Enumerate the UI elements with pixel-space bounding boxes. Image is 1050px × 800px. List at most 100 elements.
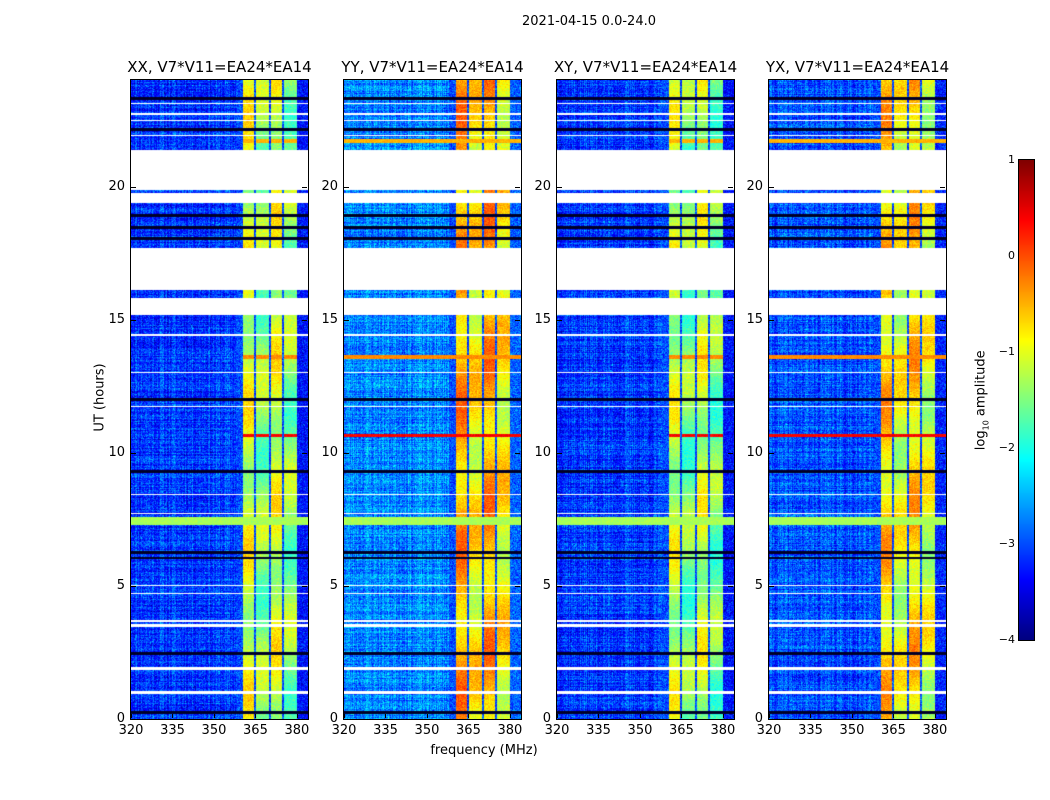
y-tick-mark: [769, 319, 774, 321]
y-tick-mark: [940, 186, 945, 188]
y-tick-mark: [728, 585, 733, 587]
y-tick-mark: [344, 719, 349, 720]
y-tick-label: 5: [542, 577, 551, 593]
panel-3: YX, V7*V11=EA24*EA14 320 335 350 365 380 0 5 10 1…: [746, 58, 949, 738]
x-tick-mark: [722, 714, 724, 718]
y-tick-mark: [728, 186, 733, 188]
y-tick-mark: [728, 452, 733, 454]
y-tick-mark: [131, 452, 136, 454]
x-tick-mark: [639, 714, 641, 718]
x-tick-mark: [344, 714, 345, 718]
waterfall-heatmap: [131, 80, 308, 719]
y-tick-label: 20: [746, 178, 763, 194]
colorbar-tick-label: 0: [1008, 249, 1015, 262]
y-tick-label: 15: [108, 311, 125, 327]
panel-2: XY, V7*V11=EA24*EA14 320 335 350 365 380 0 5 10 1…: [534, 58, 737, 738]
x-tick-label: 365: [669, 723, 694, 738]
y-tick-mark: [515, 186, 520, 188]
y-axis-label: UT (hours): [92, 363, 108, 432]
panel-title: YY, V7*V11=EA24*EA14: [341, 58, 524, 76]
y-tick-label: 20: [534, 178, 551, 194]
x-tick-mark: [255, 714, 257, 718]
x-tick-label: 335: [160, 723, 185, 738]
x-tick-mark: [557, 714, 558, 718]
y-tick-mark: [302, 585, 307, 587]
y-tick-mark: [131, 585, 136, 587]
colorbar-label-text: amplitude: [973, 350, 989, 421]
x-tick-mark: [296, 714, 298, 718]
x-tick-mark: [426, 714, 428, 718]
colorbar: 1 0 −1 −2 −3 −4: [999, 153, 1035, 646]
y-tick-label: 0: [116, 711, 125, 726]
y-tick-mark: [940, 719, 945, 720]
y-tick-mark: [769, 719, 774, 720]
x-tick-label: 350: [201, 723, 227, 738]
x-tick-label: 320: [331, 723, 357, 738]
y-tick-label: 5: [116, 577, 125, 593]
y-tick-mark: [344, 319, 349, 321]
x-tick-mark: [851, 714, 853, 718]
y-tick-mark: [344, 585, 349, 587]
y-tick-mark: [515, 319, 520, 321]
y-tick-label: 15: [534, 311, 551, 327]
x-tick-mark: [769, 714, 770, 718]
panel-0: XX, V7*V11=EA24*EA14 320 335 350 365 380 0 5 10 1…: [108, 58, 311, 738]
y-tick-mark: [515, 585, 520, 587]
x-tick-label: 380: [922, 723, 948, 738]
y-tick-mark: [515, 719, 520, 720]
y-tick-mark: [344, 186, 349, 188]
x-tick-mark: [213, 714, 215, 718]
waterfall-heatmap: [557, 80, 734, 719]
x-tick-label: 380: [497, 723, 523, 738]
y-tick-label: 0: [754, 711, 763, 726]
y-tick-label: 5: [329, 577, 338, 593]
figure-title: 2021-04-15 0.0-24.0: [522, 14, 656, 29]
colorbar-label-log: log: [973, 430, 989, 451]
y-tick-label: 15: [746, 311, 763, 327]
y-tick-label: 5: [754, 577, 763, 593]
colorbar-frame: [1018, 159, 1035, 641]
x-tick-label: 365: [456, 723, 481, 738]
x-tick-label: 380: [710, 723, 736, 738]
y-tick-mark: [769, 585, 774, 587]
y-tick-mark: [131, 319, 136, 321]
x-tick-mark: [893, 714, 895, 718]
x-tick-mark: [468, 714, 470, 718]
x-tick-label: 335: [586, 723, 611, 738]
colorbar-tick-label: −1: [998, 345, 1015, 358]
y-tick-label: 10: [108, 444, 125, 460]
y-tick-mark: [940, 585, 945, 587]
waterfall-heatmap: [344, 80, 521, 719]
panel-1: YY, V7*V11=EA24*EA14 320 335 350 365 380 0 5 10 1…: [321, 58, 523, 738]
y-tick-mark: [302, 319, 307, 321]
x-tick-label: 365: [881, 723, 906, 738]
x-tick-label: 335: [373, 723, 398, 738]
colorbar-label: log10 amplitude: [974, 340, 991, 460]
y-tick-mark: [940, 319, 945, 321]
y-tick-mark: [344, 452, 349, 454]
waterfall-heatmap: [769, 80, 946, 719]
y-tick-label: 15: [321, 311, 338, 327]
panel-title: XY, V7*V11=EA24*EA14: [553, 58, 738, 76]
x-tick-label: 320: [118, 723, 144, 738]
y-tick-label: 10: [321, 444, 338, 460]
colorbar-label-sub: 10: [981, 420, 991, 431]
x-tick-mark: [385, 714, 387, 718]
y-tick-label: 0: [329, 711, 338, 726]
y-tick-mark: [728, 319, 733, 321]
x-tick-mark: [598, 714, 600, 718]
x-tick-label: 350: [839, 723, 865, 738]
colorbar-tick-label: −4: [998, 633, 1015, 646]
colorbar-tick-label: −3: [998, 537, 1015, 550]
y-tick-mark: [769, 452, 774, 454]
x-tick-mark: [934, 714, 936, 718]
y-tick-mark: [302, 719, 307, 720]
x-tick-label: 380: [284, 723, 310, 738]
x-tick-mark: [681, 714, 683, 718]
y-tick-mark: [557, 719, 562, 720]
panel-title: XX, V7*V11=EA24*EA14: [127, 58, 312, 76]
x-axis-label: frequency (MHz): [430, 743, 538, 758]
y-tick-mark: [940, 452, 945, 454]
colorbar-gradient: [1019, 160, 1034, 640]
x-tick-label: 350: [414, 723, 440, 738]
